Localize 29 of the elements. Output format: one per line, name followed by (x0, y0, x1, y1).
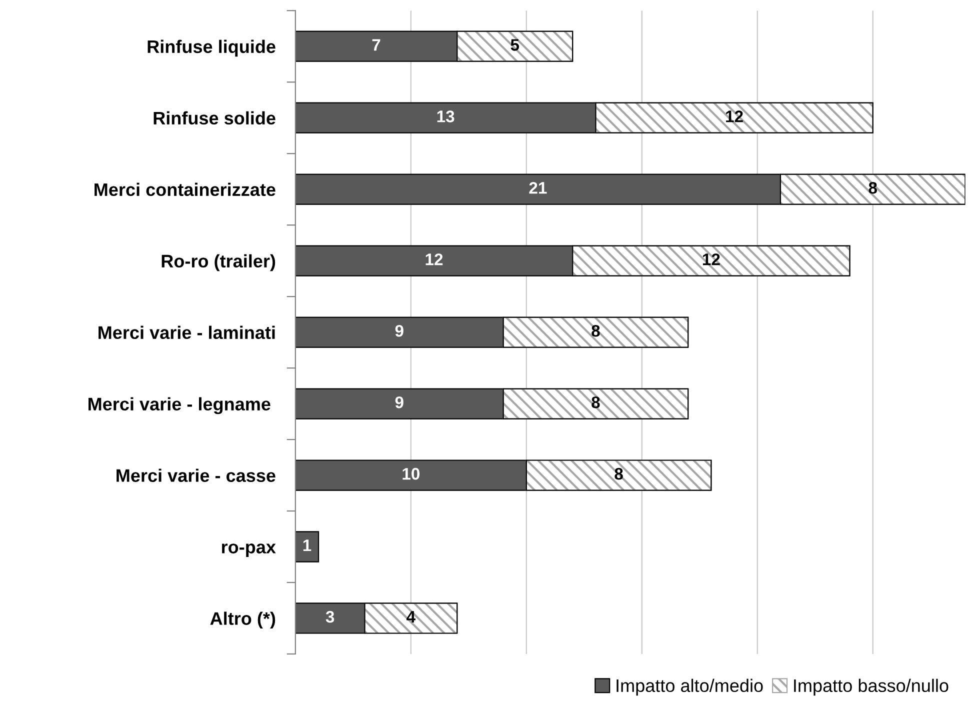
data-label: 21 (529, 182, 547, 194)
data-label: 8 (614, 468, 623, 480)
data-label: 1 (303, 540, 312, 552)
y-tick-label: Merci containerizzate (94, 182, 276, 196)
y-tick-label: Rinfuse solide (154, 111, 276, 125)
data-label: 4 (406, 611, 416, 623)
y-tick-label: Merci varie - laminati (98, 326, 275, 340)
data-label: 8 (592, 396, 600, 408)
data-label: 7 (372, 39, 380, 51)
data-label: 8 (592, 324, 600, 337)
data-label: 3 (326, 610, 334, 623)
legend-label: Impatto alto/medio (616, 678, 763, 696)
data-label: 13 (437, 110, 454, 122)
y-tick-label: Ro-ro (trailer) (162, 254, 276, 272)
data-label: 12 (426, 253, 443, 266)
data-label: 10 (402, 468, 420, 480)
legend-label: Impatto basso/nullo (794, 678, 948, 696)
y-tick-label: Merci varie - legname (88, 397, 270, 414)
y-tick-label: ro-pax (222, 544, 276, 558)
data-label: 12 (702, 253, 720, 266)
data-label: 9 (395, 396, 404, 408)
y-tick-label: Rinfuse liquide (148, 40, 276, 57)
data-label: 8 (868, 182, 877, 194)
bar (295, 531, 320, 562)
data-label: 5 (510, 39, 520, 51)
y-tick-label: Merci varie - casse (116, 468, 276, 482)
data-label: 9 (395, 324, 404, 337)
y-tick-label: Altro (*) (210, 612, 276, 629)
data-label: 12 (726, 110, 743, 122)
